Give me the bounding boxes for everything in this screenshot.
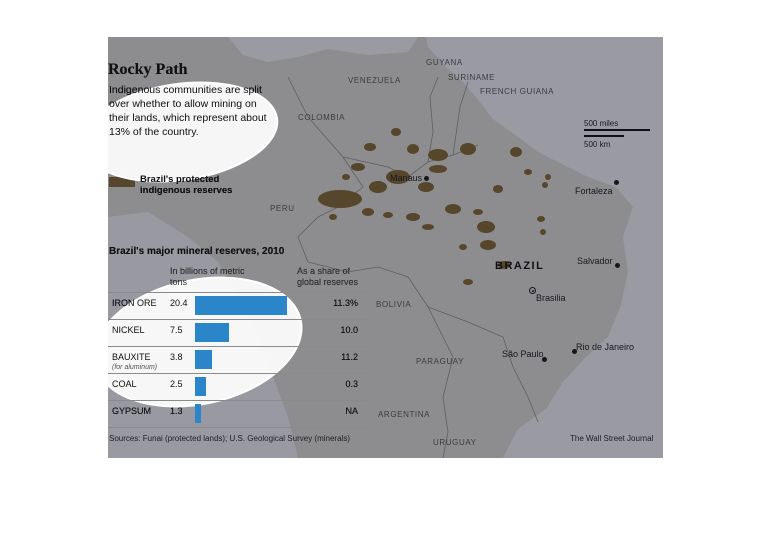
map-title-highlight: Rocky Path bbox=[108, 61, 188, 78]
table-row: IRON ORE 20.4 11.3% bbox=[108, 292, 368, 319]
legend-label-highlight: Brazil's protected indigenous reserves bbox=[140, 174, 233, 196]
country-label-argentina: ARGENTINA bbox=[378, 410, 431, 419]
row-value: 2.5 bbox=[170, 379, 183, 389]
city-label-manaus: Manaus bbox=[390, 173, 423, 183]
map-title: Rocky Path bbox=[108, 61, 188, 78]
row-value: 7.5 bbox=[170, 325, 183, 335]
scale-label-miles: 500 miles bbox=[584, 119, 619, 128]
row-share: 10.0 bbox=[340, 325, 358, 335]
row-label: IRON ORE bbox=[112, 298, 157, 308]
city-label-rio-de-janeiro: Rio de Janeiro bbox=[576, 342, 635, 352]
table-row: COAL 2.5 0.3 bbox=[108, 373, 368, 400]
country-label-colombia: COLOMBIA bbox=[298, 113, 346, 122]
country-label-bolivia: BOLIVIA bbox=[376, 300, 412, 309]
row-label: GYPSUM bbox=[112, 406, 152, 416]
country-label-uruguay: URUGUAY bbox=[433, 438, 477, 447]
row-share: 10.0 bbox=[340, 325, 358, 335]
row-share: 0.3 bbox=[345, 379, 358, 389]
country-label-paraguay: PARAGUAY bbox=[416, 357, 465, 366]
city-label-salvador: Salvador bbox=[577, 256, 613, 266]
bar-nickel bbox=[195, 323, 229, 342]
row-share: NA bbox=[345, 406, 358, 416]
credit-line: The Wall Street Journal bbox=[570, 434, 654, 443]
city-marker-salvador bbox=[615, 263, 620, 268]
country-label-brazil: BRAZIL bbox=[495, 260, 545, 272]
table-title: Brazil's major mineral reserves, 2010 bbox=[109, 246, 285, 257]
row-label: COAL bbox=[112, 379, 137, 389]
table-row: BAUXITE (for aluminum) 3.8 11.2 bbox=[108, 346, 368, 373]
country-label-venezuela: VENEZUELA bbox=[348, 76, 401, 85]
infographic: GUYANA SURINAME FRENCH GUIANA VENEZUELA … bbox=[108, 37, 663, 458]
row-share: 11.2 bbox=[341, 352, 358, 362]
row-share: 11.3% bbox=[333, 298, 358, 308]
column-header-share-highlight: As a share of global reserves bbox=[297, 266, 359, 287]
city-marker-sao-paulo bbox=[542, 357, 547, 362]
scale-label-km: 500 km bbox=[584, 140, 611, 149]
row-value: 20.4 bbox=[170, 298, 188, 308]
table-row: GYPSUM 1.3 NA bbox=[108, 400, 368, 428]
city-label-sao-paulo: São Paulo bbox=[502, 349, 544, 359]
map-description-highlight: Indigenous communities are split over wh… bbox=[109, 84, 267, 138]
row-label: BAUXITE bbox=[112, 352, 151, 362]
column-header-share: As a share of global reserves bbox=[297, 266, 359, 287]
city-marker-fortaleza bbox=[614, 180, 619, 185]
table-row: NICKEL 7.5 10.0 bbox=[108, 319, 368, 346]
row-share: 11.3% bbox=[333, 298, 358, 308]
row-share: 11.2 bbox=[341, 352, 358, 362]
bar-coal bbox=[195, 377, 206, 396]
row-value: 1.3 bbox=[170, 406, 183, 416]
bar-bauxite bbox=[195, 350, 212, 369]
column-header-amount-highlight: In billions of metric tons bbox=[170, 266, 245, 287]
row-value: 1.3 bbox=[170, 406, 183, 416]
row-label: GYPSUM bbox=[112, 406, 152, 416]
row-label: NICKEL bbox=[112, 325, 145, 335]
city-label-brasilia: Brasilia bbox=[536, 293, 566, 303]
legend-swatch-reserves bbox=[109, 177, 135, 187]
sources-note: Sources: Funai (protected lands); U.S. G… bbox=[109, 434, 350, 443]
country-label-guyana: GUYANA bbox=[426, 58, 463, 67]
country-label-french-guiana: FRENCH GUIANA bbox=[480, 87, 555, 96]
bar-iron-ore bbox=[195, 296, 287, 315]
country-label-suriname: SURINAME bbox=[448, 73, 496, 82]
city-marker-rio bbox=[572, 349, 577, 354]
country-label-peru: PERU bbox=[270, 204, 295, 213]
capital-marker-brasilia bbox=[529, 287, 536, 294]
bar-gypsum bbox=[195, 404, 201, 423]
city-marker-manaus bbox=[424, 176, 429, 181]
row-share: 0.3 bbox=[345, 379, 358, 389]
table-title-highlight: Brazil's major mineral reserves, 2010 bbox=[109, 246, 285, 257]
row-value: 3.8 bbox=[170, 352, 183, 362]
row-sublabel: (for aluminum) bbox=[112, 364, 158, 371]
city-label-fortaleza: Fortaleza bbox=[575, 186, 613, 196]
row-share: NA bbox=[345, 406, 358, 416]
